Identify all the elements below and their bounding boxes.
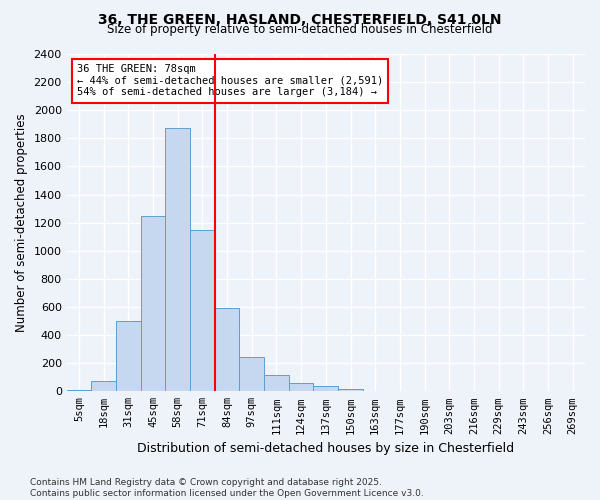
Text: 36 THE GREEN: 78sqm
← 44% of semi-detached houses are smaller (2,591)
54% of sem: 36 THE GREEN: 78sqm ← 44% of semi-detach… <box>77 64 383 98</box>
Text: 36, THE GREEN, HASLAND, CHESTERFIELD, S41 0LN: 36, THE GREEN, HASLAND, CHESTERFIELD, S4… <box>98 12 502 26</box>
Bar <box>67 390 91 392</box>
Bar <box>215 308 239 392</box>
Bar <box>239 357 264 392</box>
Bar <box>264 375 289 392</box>
Bar <box>166 128 190 392</box>
Bar <box>313 386 338 392</box>
Bar <box>338 389 363 392</box>
Text: Size of property relative to semi-detached houses in Chesterfield: Size of property relative to semi-detach… <box>107 22 493 36</box>
Bar <box>141 216 166 392</box>
Y-axis label: Number of semi-detached properties: Number of semi-detached properties <box>15 114 28 332</box>
Bar <box>363 390 388 392</box>
Bar <box>289 383 313 392</box>
X-axis label: Distribution of semi-detached houses by size in Chesterfield: Distribution of semi-detached houses by … <box>137 442 514 455</box>
Bar <box>91 381 116 392</box>
Text: Contains HM Land Registry data © Crown copyright and database right 2025.
Contai: Contains HM Land Registry data © Crown c… <box>30 478 424 498</box>
Bar <box>190 230 215 392</box>
Bar <box>116 321 141 392</box>
